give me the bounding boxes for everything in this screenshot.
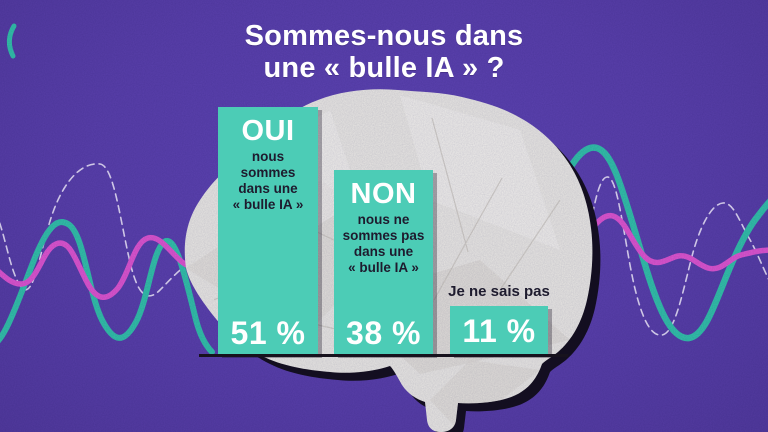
bar-non-value: 38 % (346, 315, 421, 351)
bar-dontknow-label: Je ne sais pas (448, 283, 550, 300)
title-line-1: Sommes-nous dans (244, 20, 524, 52)
bar-oui-label: OUI (241, 115, 295, 147)
bar-non: NON nous ne sommes pas dans une « bulle … (334, 170, 433, 355)
bar-oui-value: 51 % (230, 315, 306, 351)
bar-non-description: nous ne sommes pas dans une « bulle IA » (342, 212, 425, 275)
chart-title: Sommes-nous dans une « bulle IA » ? (0, 20, 768, 84)
bar-dontknow: 11 % (450, 306, 548, 355)
bar-non-label: NON (350, 178, 417, 210)
chart-baseline (199, 354, 568, 357)
bar-oui-description: nous sommes dans une « bulle IA » (232, 149, 304, 212)
bar-oui: OUI nous sommes dans une « bulle IA » 51… (218, 107, 318, 355)
bar-dontknow-value: 11 % (462, 312, 536, 349)
title-line-2: une « bulle IA » ? (263, 52, 505, 84)
